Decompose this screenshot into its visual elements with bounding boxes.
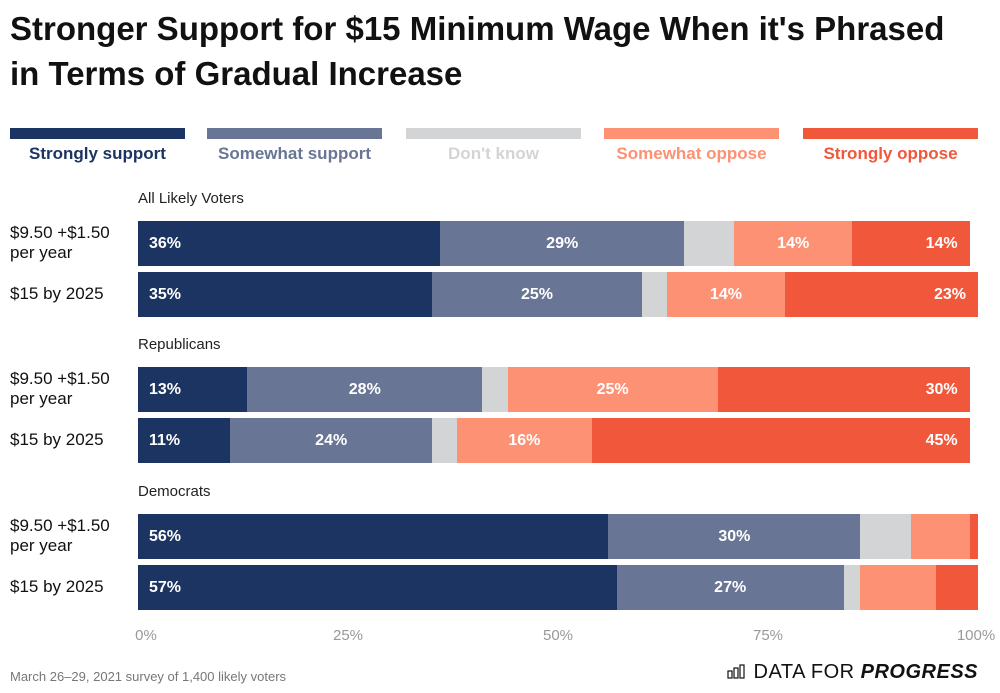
legend-swatch — [207, 128, 382, 139]
data-label: 30% — [718, 528, 751, 545]
data-label: 13% — [149, 381, 182, 398]
bar-segment — [457, 417, 592, 463]
bar-segment — [843, 564, 861, 610]
group-label: Republicans — [138, 336, 221, 353]
logo: DATA FOR PROGRESS — [727, 661, 978, 684]
row-label: $15 by 2025 — [10, 283, 104, 303]
bar-segment — [138, 367, 248, 412]
bar-segment — [616, 564, 844, 610]
data-label: 14% — [777, 235, 810, 252]
data-label: 27% — [714, 578, 747, 596]
legend-label: Don't know — [448, 144, 539, 163]
legend-swatch — [406, 128, 581, 139]
bar-segment — [910, 514, 970, 559]
bar-segment — [440, 221, 684, 266]
data-label: 36% — [149, 235, 182, 252]
bar-segment — [432, 417, 458, 463]
data-label: 16% — [508, 431, 541, 449]
bar-segment — [138, 417, 231, 463]
legend-swatch — [604, 128, 779, 139]
data-label: 23% — [933, 285, 966, 303]
x-tick-label: 100% — [956, 627, 996, 644]
bar-segment — [507, 367, 718, 412]
chart-title: Stronger Support for $15 Minimum Wage Wh… — [10, 10, 945, 92]
legend-label: Strongly oppose — [823, 144, 958, 163]
data-label: 35% — [149, 285, 182, 303]
x-tick-label: 0% — [135, 627, 157, 644]
legend-swatch — [10, 128, 185, 139]
bar-segment — [138, 271, 432, 317]
data-label: 24% — [315, 431, 348, 449]
data-label: 25% — [596, 381, 629, 398]
bar-segment — [591, 417, 970, 463]
data-label: 25% — [520, 285, 554, 303]
data-label: 45% — [925, 431, 958, 449]
data-label: 30% — [925, 381, 958, 398]
x-tick-label: 25% — [332, 627, 364, 644]
bar-segment — [936, 564, 978, 610]
bar-segment — [860, 514, 911, 559]
bar-segment — [482, 367, 508, 412]
legend-label: Somewhat oppose — [616, 144, 767, 163]
data-label: 57% — [149, 578, 182, 596]
bar-segment — [969, 514, 978, 559]
row-label: $9.50 +$1.50 per year — [10, 369, 110, 408]
bar-segment — [717, 367, 970, 412]
bar-segment — [667, 271, 785, 317]
bar-segment — [852, 221, 970, 266]
bar-segment — [684, 221, 735, 266]
bar-segment — [734, 221, 852, 266]
bar-segment — [138, 564, 617, 610]
legend-label: Strongly support — [29, 144, 166, 163]
data-label: 56% — [149, 528, 182, 545]
group-label: Democrats — [138, 483, 211, 500]
data-label: 14% — [925, 235, 958, 252]
data-label: 11% — [149, 431, 181, 449]
bar-segment — [642, 271, 668, 317]
bar-segment — [784, 271, 978, 317]
row-label: $15 by 2025 — [10, 576, 104, 596]
bar-segment — [432, 271, 642, 317]
bar-segment — [138, 221, 441, 266]
data-label: 28% — [348, 381, 381, 398]
data-label: 14% — [709, 285, 742, 303]
legend-swatch — [803, 128, 978, 139]
bar-chart-icon — [727, 664, 746, 679]
legend-label: Somewhat support — [217, 144, 371, 163]
bar-segment — [608, 514, 861, 559]
row-label: $9.50 +$1.50 per year — [10, 223, 110, 262]
x-tick-label: 50% — [542, 627, 574, 644]
bar-segment — [138, 514, 609, 559]
x-tick-label: 75% — [752, 627, 784, 644]
bar-segment — [247, 367, 483, 412]
source-note: March 26–29, 2021 survey of 1,400 likely… — [10, 669, 287, 684]
group-label: All Likely Voters — [138, 190, 244, 207]
row-label: $15 by 2025 — [10, 429, 104, 449]
bar-segment — [860, 564, 936, 610]
data-label: 29% — [546, 235, 579, 252]
logo-text: DATA FOR PROGRESS — [753, 661, 978, 683]
row-label: $9.50 +$1.50 per year — [10, 516, 110, 555]
bar-segment — [230, 417, 432, 463]
